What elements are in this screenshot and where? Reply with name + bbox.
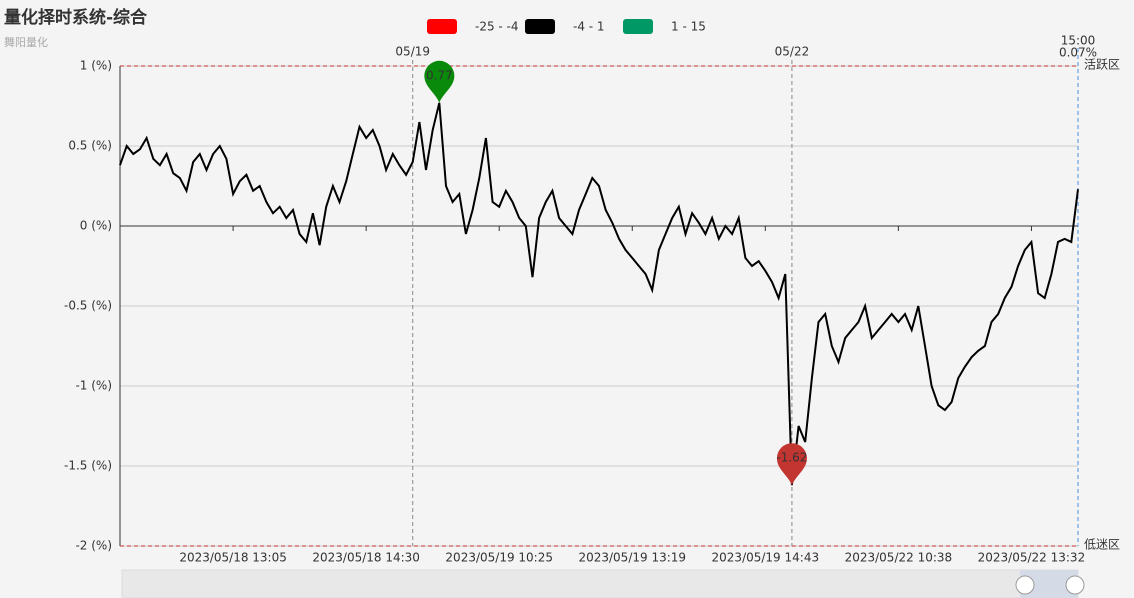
y-tick-label: 0.5 (%) xyxy=(68,139,112,153)
day-label: 05/19 xyxy=(395,45,430,59)
legend-swatch xyxy=(623,19,653,34)
extreme-pin xyxy=(424,60,455,103)
chart-subtitle: 舞阳量化 xyxy=(4,35,48,49)
cursor-value: 0.07% xyxy=(1059,46,1097,60)
legend-label: -4 - 1 xyxy=(573,20,605,34)
y-tick-label: 1 (%) xyxy=(80,59,112,73)
zoom-track[interactable] xyxy=(121,569,1079,598)
day-label: 05/22 xyxy=(775,45,810,59)
zoom-handle[interactable] xyxy=(1065,575,1085,595)
data-zoom[interactable] xyxy=(121,569,1085,598)
chart-title: 量化择时系统-综合 xyxy=(4,7,148,28)
series-line xyxy=(119,102,1079,486)
x-tick-label: 2023/05/19 14:43 xyxy=(712,551,820,565)
y-tick-label: -1.5 (%) xyxy=(64,459,112,473)
x-tick-label: 2023/05/19 10:25 xyxy=(445,551,553,565)
y-tick-label: -0.5 (%) xyxy=(64,299,112,313)
legend-swatch xyxy=(525,19,555,34)
zone-label: 低迷区 xyxy=(1084,538,1120,552)
x-tick-label: 2023/05/22 10:38 xyxy=(845,551,953,565)
legend-label: 1 - 15 xyxy=(671,20,706,34)
y-tick-label: 0 (%) xyxy=(80,219,112,233)
legend-label: -25 - -4 xyxy=(475,20,519,34)
x-tick-label: 2023/05/18 14:30 xyxy=(312,551,420,565)
zone-label: 活跃区 xyxy=(1084,58,1120,72)
extreme-pin xyxy=(776,443,807,486)
x-tick-label: 2023/05/18 13:05 xyxy=(179,551,287,565)
cursor-time: 15:00 xyxy=(1061,34,1096,48)
zoom-handle[interactable] xyxy=(1015,575,1035,595)
extreme-label: 0.77 xyxy=(426,68,453,82)
x-tick-label: 2023/05/19 13:19 xyxy=(578,551,686,565)
y-tick-label: -1 (%) xyxy=(75,379,112,393)
y-tick-label: -2 (%) xyxy=(75,539,112,553)
x-tick-label: 2023/05/22 13:32 xyxy=(978,551,1086,565)
legend-swatch xyxy=(427,19,457,34)
extreme-label: -1.62 xyxy=(776,451,807,465)
